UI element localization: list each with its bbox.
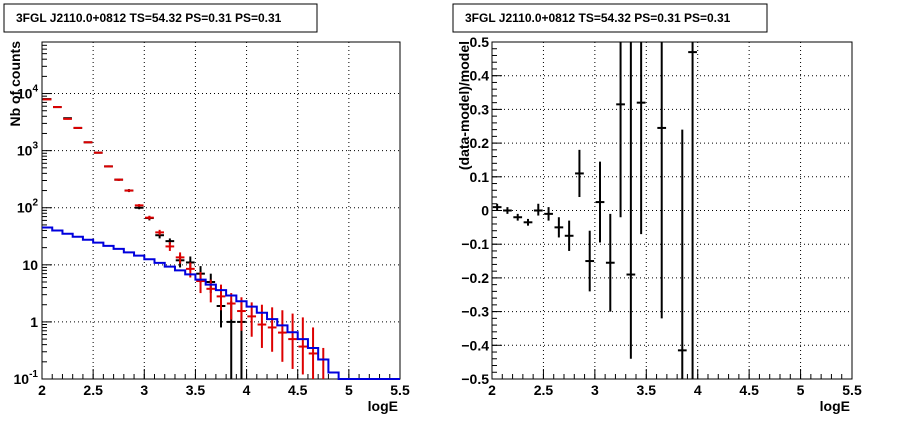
right-series0-point [575, 149, 584, 198]
left-y-tick-label: 103 [17, 141, 39, 159]
right-series0-point [688, 42, 697, 379]
right-series0-point [503, 207, 512, 214]
left-y-tick-label: 1 [30, 314, 38, 330]
left-series1-point [226, 293, 236, 320]
right-series0-point [554, 217, 564, 238]
right-series0-point [533, 203, 543, 216]
right-series0-point [492, 203, 502, 211]
right-x-tick-label: 3.5 [637, 382, 657, 398]
left-axis-ticks: 2 2.5 3 3.5 4 4.5 5 5.5 10-1 1 10 102 103 104 [14, 41, 410, 398]
left-x-tick-label: 3.5 [186, 382, 206, 398]
left-chart-title: 3FGL J2110.0+0812 TS=54.32 PS=0.31 PS=0.… [16, 11, 282, 25]
right-x-tick-label: 3 [591, 382, 599, 398]
left-x-tick-label: 4 [243, 382, 251, 398]
left-series1-point [73, 126, 83, 129]
left-data [42, 98, 400, 380]
right-x-tick-label: 4 [694, 382, 702, 398]
right-y-tick-label: −0.1 [461, 236, 489, 252]
right-y-axis-label: (data-model)/model [456, 41, 472, 170]
left-series1-point [83, 141, 93, 144]
right-series0-point [605, 213, 615, 312]
left-series1-point [165, 242, 175, 251]
left-series1-point [114, 178, 124, 181]
left-series1-point [288, 313, 297, 369]
left-series1-point [308, 327, 318, 379]
right-series0-point [595, 161, 605, 243]
left-series1-point [216, 284, 226, 311]
right-x-tick-label: 4.5 [739, 382, 759, 398]
right-chart-title: 3FGL J2110.0+0812 TS=54.32 PS=0.31 PS=0.… [465, 11, 731, 25]
left-series1-point [278, 310, 287, 362]
right-series0-point [626, 42, 636, 359]
right-axis-ticks: 2 2.5 3 3.5 4 4.5 5 5.5 −0.5 −0.4 −0.3 −0.2 −0.1 0 0.1… [461, 34, 862, 398]
right-series0-point [523, 218, 533, 226]
right-y-tick-label: 0.1 [470, 169, 490, 185]
left-series1-point [237, 297, 246, 331]
right-panel: 3FGL J2110.0+0812 TS=54.32 PS=0.31 PS=0.… [452, 3, 862, 414]
left-series1-point [134, 204, 144, 207]
left-series1-point [104, 165, 113, 168]
right-y-tick-label: 0.5 [470, 34, 490, 50]
left-plot-frame [41, 41, 401, 380]
left-y-tick-label: 10-1 [14, 369, 39, 387]
left-series1-point [298, 317, 308, 375]
right-series0-point [564, 220, 574, 251]
left-series1-point [63, 117, 72, 120]
left-x-axis-label: logE [368, 398, 398, 414]
left-series1-point [93, 151, 103, 154]
left-series1-point [155, 229, 164, 236]
left-series1-point [52, 106, 62, 109]
left-series1-point [247, 302, 257, 337]
right-x-tick-label: 2 [488, 382, 496, 398]
right-series0-point [636, 42, 646, 235]
left-series1-point [42, 98, 52, 101]
right-x-tick-label: 5.5 [842, 382, 862, 398]
left-series1-point [257, 304, 267, 348]
right-x-tick-label: 5 [797, 382, 805, 398]
left-y-tick-label: 102 [17, 198, 39, 216]
left-x-tick-label: 5.5 [390, 382, 410, 398]
left-panel: 3FGL J2110.0+0812 TS=54.32 PS=0.31 PS=0.… [3, 3, 410, 414]
left-x-tick-label: 5 [345, 382, 353, 398]
left-series1-point [267, 307, 277, 352]
right-series0-point [657, 42, 667, 319]
left-y-tick-label: 104 [17, 84, 39, 102]
right-y-tick-label: 0.2 [470, 135, 490, 151]
left-series1-point [175, 252, 185, 264]
right-y-tick-label: −0.4 [461, 337, 489, 353]
right-series0-point [585, 230, 595, 292]
left-x-tick-label: 4.5 [288, 382, 308, 398]
left-x-tick-label: 3 [140, 382, 148, 398]
left-model-step-line [42, 226, 400, 380]
right-y-tick-label: −0.5 [461, 371, 489, 387]
left-series1-point [124, 189, 134, 192]
left-y-axis-label: Nb of counts [7, 41, 23, 127]
left-series1-point [206, 279, 216, 303]
left-series0-point [134, 206, 144, 210]
left-title-box [3, 3, 318, 33]
right-series0-point [616, 42, 625, 218]
right-series0-point [513, 213, 523, 221]
right-y-tick-label: 0.3 [470, 101, 490, 117]
right-data [492, 42, 697, 379]
right-y-tick-label: −0.2 [461, 270, 489, 286]
left-grid [42, 42, 400, 379]
right-x-tick-label: 2.5 [534, 382, 554, 398]
right-series0-point [544, 207, 553, 221]
left-x-tick-label: 2 [38, 382, 46, 398]
right-y-tick-label: 0.4 [470, 68, 490, 84]
left-y-tick-label: 10 [22, 257, 38, 273]
left-series1-point [145, 215, 154, 220]
right-series0-point [677, 129, 687, 379]
right-grid [492, 42, 852, 379]
right-y-tick-label: −0.3 [461, 304, 489, 320]
left-series1-point [196, 271, 205, 294]
left-x-tick-label: 2.5 [83, 382, 103, 398]
left-series1-point [318, 347, 328, 379]
right-title-box [452, 3, 768, 33]
right-x-axis-label: logE [820, 398, 850, 414]
right-y-tick-label: 0 [481, 203, 489, 219]
